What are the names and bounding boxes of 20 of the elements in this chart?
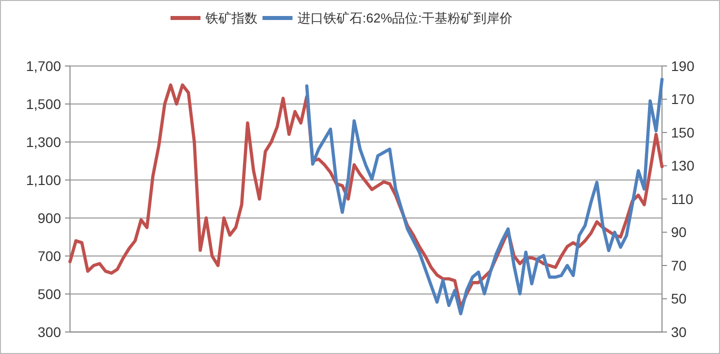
y2-tick-label: 130 — [671, 158, 695, 174]
y2-tick-label: 190 — [671, 58, 695, 74]
line-series — [305, 78, 664, 316]
y-tick-label: 700 — [38, 248, 62, 264]
legend-label: 进口铁矿石:62%品位:干基粉矿到岸价 — [298, 10, 513, 26]
legend-label: 铁矿指数 — [204, 10, 258, 26]
y-tick-label: 1,100 — [26, 172, 62, 188]
y2-tick-label: 50 — [671, 290, 687, 307]
y-tick-label: 1,300 — [26, 134, 62, 150]
y-tick-label: 1,500 — [26, 96, 62, 112]
y2-tick-label: 90 — [671, 224, 687, 240]
y-tick-label: 500 — [38, 286, 62, 302]
y2-tick-label: 170 — [671, 91, 695, 108]
y-tick-label: 1,700 — [26, 58, 62, 74]
y2-tick-label: 30 — [671, 324, 687, 340]
y2-tick-label: 70 — [671, 257, 687, 274]
y2-tick-label: 150 — [671, 124, 695, 140]
y-tick-label: 300 — [38, 324, 62, 340]
y2-tick-label: 110 — [671, 190, 694, 207]
y-tick-label: 900 — [38, 210, 62, 226]
